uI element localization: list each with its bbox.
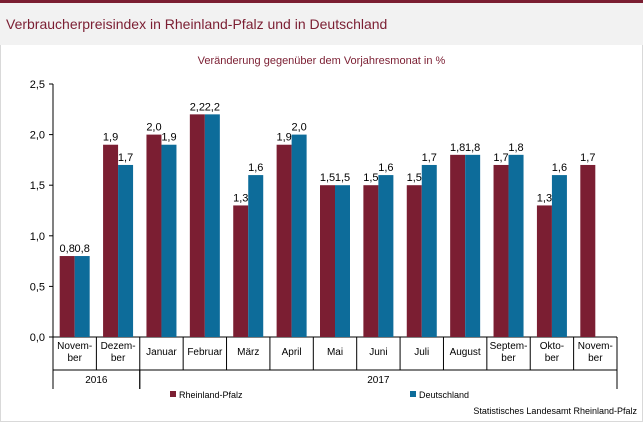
bar-rheinland-pfalz <box>450 154 466 337</box>
bar-deutschland <box>378 175 394 337</box>
bar-rheinland-pfalz <box>580 164 596 337</box>
x-tick-label: April <box>282 347 302 358</box>
data-label: 1,7 <box>493 152 508 164</box>
bar-rheinland-pfalz <box>363 185 379 337</box>
y-tick-label: 2,5 <box>30 79 45 91</box>
data-label: 1,9 <box>161 132 176 144</box>
data-label: 1,8 <box>508 142 523 154</box>
top-accent-line <box>0 0 643 3</box>
bar-rheinland-pfalz <box>59 256 75 337</box>
x-tick-label: ber <box>588 353 603 364</box>
bar-deutschland <box>161 144 177 337</box>
data-label: 1,9 <box>276 132 291 144</box>
bar-deutschland <box>248 175 264 337</box>
x-tick-label: Februar <box>187 347 223 358</box>
x-tick-label: März <box>237 347 259 358</box>
data-label: 1,6 <box>552 162 567 174</box>
bar-deutschland <box>291 134 307 337</box>
legend-label: Rheinland-Pfalz <box>179 390 243 400</box>
bar-rheinland-pfalz <box>536 205 552 337</box>
data-label: 1,9 <box>103 132 118 144</box>
bar-deutschland <box>118 164 134 337</box>
bar-deutschland <box>508 154 524 337</box>
x-tick-label: Septem- <box>490 341 528 352</box>
bar-deutschland <box>465 154 481 337</box>
bar-rheinland-pfalz <box>320 185 335 337</box>
legend-label: Deutschland <box>419 390 469 400</box>
y-tick-label: 1,0 <box>30 231 45 243</box>
data-label: 1,6 <box>248 162 263 174</box>
bar-rheinland-pfalz <box>276 144 292 337</box>
bar-rheinland-pfalz <box>146 134 162 337</box>
data-label: 1,5 <box>363 172 378 184</box>
page-title: Verbraucherpreisindex in Rheinland-Pfalz… <box>6 16 388 32</box>
bar-deutschland <box>551 175 567 337</box>
data-label: 1,5 <box>407 172 422 184</box>
bar-deutschland <box>421 164 437 337</box>
bar-rheinland-pfalz <box>189 114 205 337</box>
x-tick-label: Januar <box>146 347 177 358</box>
data-label: 1,7 <box>118 152 133 164</box>
year-label: 2017 <box>367 375 390 386</box>
x-tick-label: August <box>450 347 481 358</box>
x-tick-label: ber <box>501 353 516 364</box>
x-tick-label: ber <box>545 353 560 364</box>
source-note: Statistisches Landesamt Rheinland-Pfalz <box>473 406 637 416</box>
legend-swatch <box>410 391 416 397</box>
x-tick-label: Dezem- <box>101 341 136 352</box>
x-tick-label: Okto- <box>540 341 564 352</box>
bar-rheinland-pfalz <box>103 144 119 337</box>
data-label: 1,5 <box>320 172 335 184</box>
bar-rheinland-pfalz <box>233 205 249 337</box>
data-label: 1,7 <box>580 152 595 164</box>
bar-rheinland-pfalz <box>406 185 422 337</box>
bar-deutschland <box>204 114 220 337</box>
chart-subtitle: Veränderung gegenüber dem Vorjahresmonat… <box>197 55 446 67</box>
data-label: 0,8 <box>60 243 75 255</box>
data-label: 1,3 <box>537 192 552 204</box>
y-tick-label: 1,5 <box>30 180 45 192</box>
x-tick-label: Juni <box>369 347 387 358</box>
data-label: 2,0 <box>146 122 161 134</box>
data-label: 1,3 <box>233 192 248 204</box>
year-label: 2016 <box>85 375 108 386</box>
data-label: 2,2 <box>205 101 220 113</box>
bar-deutschland <box>74 256 90 337</box>
bar-rheinland-pfalz <box>493 164 509 337</box>
data-label: 2,2 <box>190 101 205 113</box>
data-label: 1,8 <box>450 142 465 154</box>
x-tick-label: Novem- <box>578 341 613 352</box>
x-tick-label: ber <box>111 353 126 364</box>
x-tick-label: Mai <box>327 347 343 358</box>
data-label: 1,6 <box>378 162 393 174</box>
x-tick-label: Novem- <box>57 341 92 352</box>
y-tick-label: 0,5 <box>30 281 45 293</box>
x-tick-label: ber <box>67 353 82 364</box>
x-tick-label: Juli <box>414 347 429 358</box>
data-label: 1,8 <box>465 142 480 154</box>
data-label: 2,0 <box>291 122 306 134</box>
bar-deutschland <box>335 185 350 337</box>
legend-swatch <box>170 391 176 397</box>
header-band: Verbraucherpreisindex in Rheinland-Pfalz… <box>0 3 643 45</box>
data-label: 1,7 <box>422 152 437 164</box>
data-label: 1,5 <box>335 172 350 184</box>
y-tick-label: 0,0 <box>30 332 45 344</box>
data-label: 0,8 <box>75 243 90 255</box>
y-tick-label: 2,0 <box>30 130 45 142</box>
